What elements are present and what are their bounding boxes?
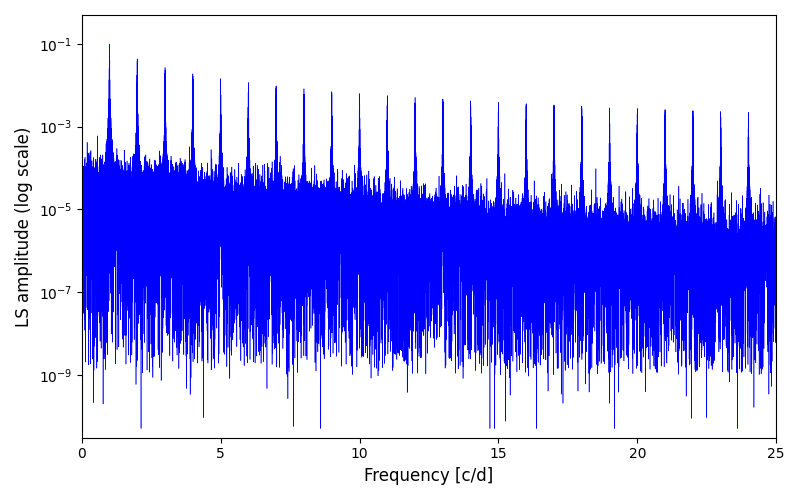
X-axis label: Frequency [c/d]: Frequency [c/d] (364, 467, 494, 485)
Y-axis label: LS amplitude (log scale): LS amplitude (log scale) (15, 126, 33, 326)
